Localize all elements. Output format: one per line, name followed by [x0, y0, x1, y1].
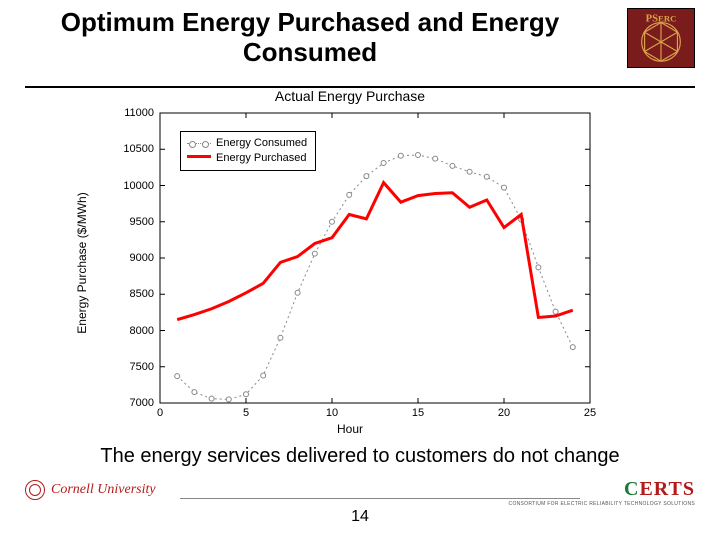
y-tick: 7000 [104, 397, 154, 409]
pserc-logo: PSERC [627, 8, 695, 68]
slide: Optimum Energy Purchased and Energy Cons… [0, 0, 720, 540]
x-tick: 25 [584, 407, 596, 419]
footer-left: Cornell University [25, 480, 156, 500]
cornell-seal-icon [25, 480, 45, 500]
x-tick: 0 [157, 407, 163, 419]
y-tick: 7500 [104, 361, 154, 373]
x-axis-label: Hour [90, 422, 610, 436]
y-tick: 9000 [104, 252, 154, 264]
footer-left-text: Cornell University [51, 482, 156, 497]
y-axis-label: Energy Purchase ($/MWh) [75, 192, 89, 333]
y-tick: 8000 [104, 325, 154, 337]
legend-label: Energy Purchased [216, 152, 307, 164]
x-tick: 20 [498, 407, 510, 419]
y-tick: 11000 [104, 107, 154, 119]
chart-title: Actual Energy Purchase [90, 88, 610, 104]
legend-item-purchased: Energy Purchased [187, 151, 307, 166]
x-tick: 5 [243, 407, 249, 419]
y-tick: 10500 [104, 143, 154, 155]
legend-item-consumed: Energy Consumed [187, 136, 307, 151]
svg-text:PSERC: PSERC [646, 14, 677, 25]
caption: The energy services delivered to custome… [0, 445, 720, 468]
footer-right: CERTS CONSORTIUM FOR ELECTRIC RELIABILIT… [509, 478, 695, 507]
y-tick: 10000 [104, 180, 154, 192]
page-number: 14 [0, 508, 720, 526]
legend-label: Energy Consumed [216, 137, 307, 149]
plot-area: Energy Consumed Energy Purchased 7000750… [160, 113, 590, 403]
legend-swatch-purchased [187, 155, 211, 158]
certs-logo: CERTS [509, 478, 695, 501]
x-tick: 15 [412, 407, 424, 419]
legend-swatch-consumed [187, 143, 211, 144]
legend: Energy Consumed Energy Purchased [180, 131, 316, 171]
certs-tagline: CONSORTIUM FOR ELECTRIC RELIABILITY TECH… [509, 501, 695, 507]
y-tick: 9500 [104, 216, 154, 228]
slide-title: Optimum Energy Purchased and Energy Cons… [60, 8, 560, 68]
chart-container: Actual Energy Purchase Energy Purchase (… [90, 88, 610, 438]
x-tick: 10 [326, 407, 338, 419]
y-tick: 8500 [104, 288, 154, 300]
